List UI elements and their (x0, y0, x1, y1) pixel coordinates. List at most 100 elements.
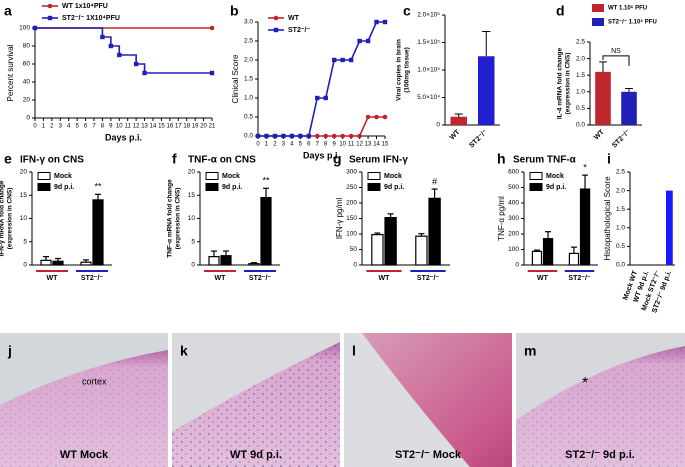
point (108, 43, 114, 49)
point (365, 38, 371, 44)
bar (450, 116, 467, 125)
bracket (602, 55, 630, 66)
y-axis-label: (100mg tissue) (404, 47, 411, 93)
bar (666, 190, 673, 265)
y-tick-label: 80 (23, 43, 31, 50)
x-tick-label: 5 (299, 142, 303, 148)
point (306, 133, 311, 139)
x-tick-label: 3 (59, 124, 63, 130)
panel-letter: f (172, 151, 177, 167)
bar (371, 234, 384, 266)
x-tick-label: 13 (141, 124, 148, 130)
panel-letter: i (607, 151, 611, 167)
x-tick-label: 6 (307, 142, 311, 148)
x-tick-label: 15 (382, 142, 389, 148)
bar (248, 263, 260, 266)
legend-swatch (529, 172, 543, 180)
x-tick-label: 11 (125, 124, 132, 130)
point (348, 57, 354, 63)
point (382, 114, 388, 120)
x-tick-label: 16 (167, 124, 174, 130)
x-tick-label: WT (215, 275, 227, 282)
y-axis-label: IL-4 mRNA fold change (557, 47, 564, 119)
point (348, 133, 354, 139)
legend-label: WT 1.10⁶ PFU (608, 6, 647, 12)
panel-letter: b (230, 3, 239, 19)
bar (52, 260, 64, 266)
x-tick-label: 4 (67, 124, 71, 130)
point (340, 57, 345, 63)
x-axis-label: Days p.i. (303, 150, 340, 160)
y-tick-label: 200 (346, 200, 357, 207)
x-tick-label: 0 (256, 142, 260, 148)
point (315, 95, 320, 101)
series-line (35, 27, 212, 74)
x-tick-label: WT (47, 275, 59, 282)
y-axis-label: IFN-γ mRNA fold change (0, 180, 6, 256)
point (209, 70, 215, 76)
y-tick-label: 20 (20, 169, 28, 176)
bar (92, 199, 104, 266)
point (298, 133, 303, 139)
chart-title: TNF-α on CNS (188, 155, 256, 166)
legend-swatch (529, 183, 543, 191)
x-tick-label: 11 (348, 142, 355, 148)
y-tick-label: 20 (23, 97, 31, 104)
legend-swatch (592, 18, 604, 26)
y-tick-label: 0.0 (576, 122, 585, 129)
legend-marker (273, 27, 279, 33)
caption: ST2⁻/⁻ 9d p.i. (565, 449, 635, 461)
point (357, 133, 362, 139)
series-line (258, 116, 385, 137)
y-tick-label: 0 (436, 122, 440, 129)
y-tick-label: 15 (20, 192, 28, 199)
y-tick-label: 2.0×10⁵ (417, 12, 440, 19)
micrograph-l: l ST2⁻/⁻ Mock (344, 333, 512, 467)
y-tick-label: 0 (515, 262, 519, 269)
legend-swatch (205, 172, 219, 180)
x-tick-label: 4 (290, 142, 294, 148)
point (289, 133, 295, 139)
point (340, 133, 345, 139)
x-tick-label: WT (593, 128, 606, 141)
bar (220, 255, 232, 266)
y-tick-label: 0 (26, 115, 30, 122)
y-axis-label: Histopathological Score (603, 176, 612, 261)
y-tick-label: 1.0×10⁵ (417, 67, 440, 74)
y-tick-label: 2.0 (616, 187, 625, 194)
x-tick-label: 19 (192, 124, 199, 130)
legend-marker (273, 15, 279, 21)
point (133, 61, 139, 67)
annotation: NS (611, 48, 621, 55)
y-tick-label: 100 (508, 246, 519, 253)
panel-letter: e (4, 151, 12, 167)
y-tick-label: 50 (350, 246, 358, 253)
point (272, 133, 278, 139)
point (374, 114, 379, 120)
legend-swatch (367, 172, 381, 180)
annotation: * (583, 162, 587, 172)
y-tick-label: 200 (508, 231, 519, 238)
legend-label: WT (288, 15, 300, 22)
y-tick-label: 250 (346, 184, 357, 191)
bar (595, 71, 611, 125)
y-tick-label: 1.5 (244, 76, 253, 83)
bar (415, 235, 428, 266)
x-tick-label: WT (379, 275, 391, 282)
x-tick-label: 1 (265, 142, 269, 148)
legend-label: Mock (384, 173, 402, 180)
x-tick-label: ST2⁻/⁻ (468, 129, 489, 150)
point (264, 133, 269, 139)
y-axis-label: TNF-α pg/ml (497, 196, 506, 241)
point (331, 133, 337, 139)
x-tick-label: ST2⁻/⁻ (81, 275, 103, 282)
panel-letter: k (180, 343, 188, 359)
y-tick-label: 10 (20, 215, 28, 222)
legend-label: ST2⁻/⁻ 1.10⁶ PFU (608, 20, 657, 26)
x-tick-label: WT (537, 275, 549, 282)
legend-swatch (205, 183, 219, 191)
legend-label: ST2⁻/⁻ (288, 27, 310, 34)
legend-swatch (37, 183, 51, 191)
point (323, 95, 328, 101)
